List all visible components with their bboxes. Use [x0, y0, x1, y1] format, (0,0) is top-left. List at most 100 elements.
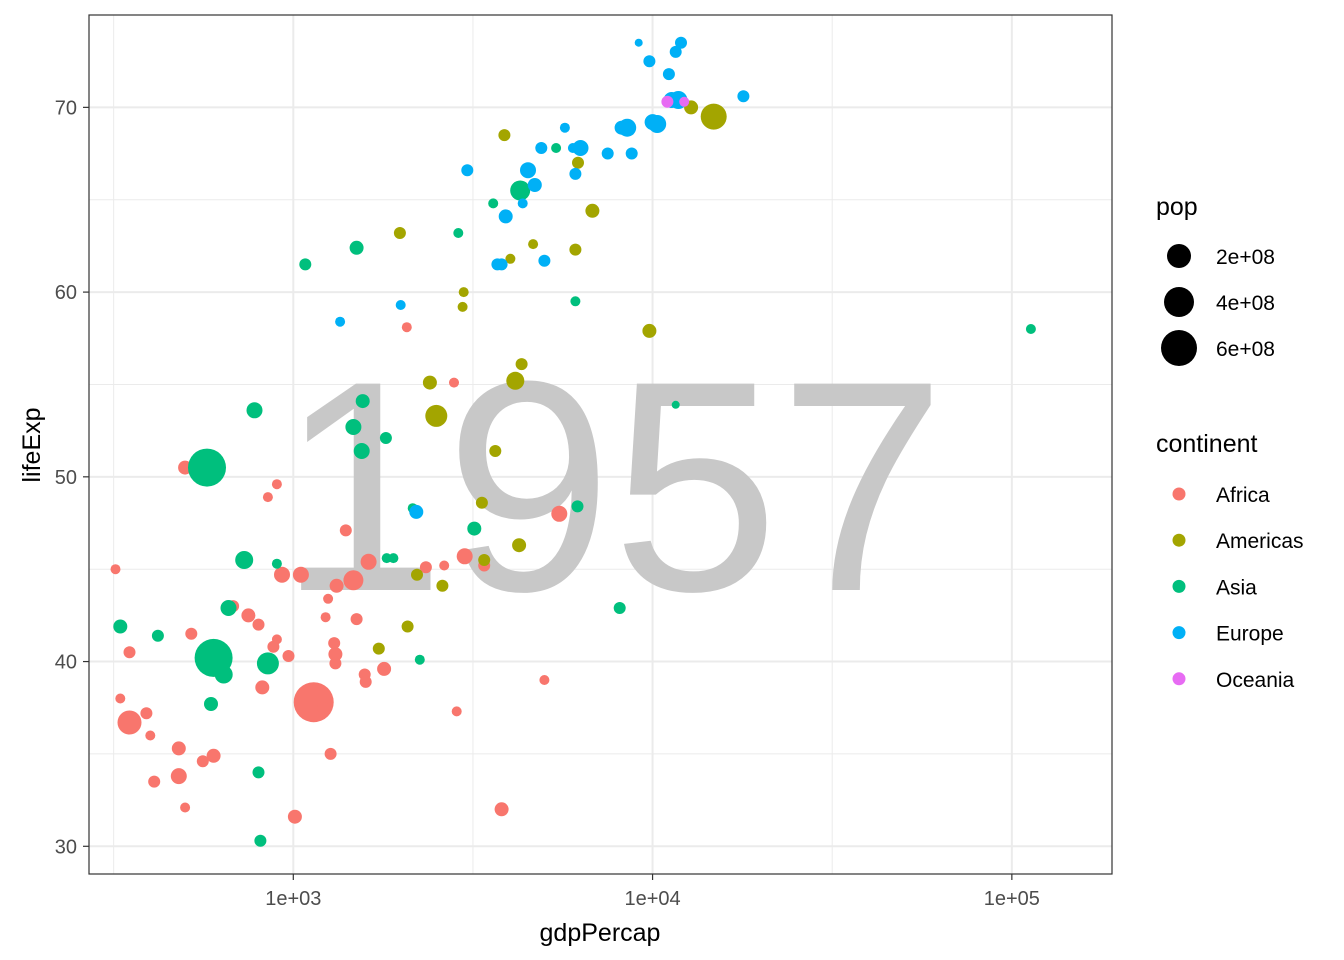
- y-tick-label: 30: [55, 836, 77, 858]
- data-point-africa: [206, 748, 221, 763]
- data-point-americas: [572, 156, 584, 169]
- data-point-africa: [343, 570, 364, 591]
- data-point-africa: [252, 618, 265, 631]
- data-point-africa: [329, 657, 342, 670]
- data-point-europe: [648, 115, 667, 133]
- data-point-asia: [151, 629, 164, 642]
- data-point-europe: [538, 254, 551, 267]
- data-point-asia: [299, 258, 312, 271]
- data-point-africa: [170, 768, 187, 785]
- data-point-africa: [271, 634, 282, 645]
- size-legend-key: [1167, 244, 1191, 268]
- data-point-africa: [328, 637, 341, 650]
- data-point-africa: [271, 479, 282, 490]
- data-point-oceania: [661, 95, 674, 108]
- color-legend-key-asia: [1172, 579, 1186, 593]
- data-point-africa: [274, 566, 290, 583]
- year-annotation: 1957: [278, 318, 945, 654]
- plot-panel: 1957: [88, 14, 1113, 875]
- data-point-africa: [282, 650, 295, 662]
- data-point-americas: [528, 239, 539, 250]
- data-point-asia: [414, 654, 425, 665]
- data-point-americas: [569, 243, 582, 256]
- data-point-africa: [329, 578, 344, 593]
- color-legend-label-europe: Europe: [1216, 623, 1284, 646]
- data-point-americas: [425, 404, 448, 427]
- minor-gridlines: [89, 15, 1112, 874]
- data-point-africa: [456, 548, 473, 565]
- y-tick-label: 60: [55, 282, 77, 304]
- data-point-europe: [535, 142, 548, 154]
- data-point-asia: [379, 432, 392, 444]
- data-point-americas: [642, 323, 657, 338]
- data-point-americas: [436, 579, 449, 592]
- size-legend-label: 4e+08: [1216, 292, 1275, 315]
- data-point-africa: [180, 802, 191, 813]
- data-point-africa: [328, 647, 343, 662]
- color-legend-label-africa: Africa: [1216, 484, 1270, 507]
- color-legend-label-oceania: Oceania: [1216, 669, 1295, 692]
- color-legend-key-africa: [1172, 487, 1186, 501]
- data-point-europe: [409, 504, 424, 519]
- data-point-africa: [287, 809, 302, 824]
- data-point-africa: [359, 675, 372, 688]
- data-point-africa: [539, 675, 550, 685]
- data-point-americas: [401, 620, 414, 633]
- data-point-americas: [411, 568, 423, 581]
- data-point-europe: [675, 36, 687, 49]
- data-point-africa: [255, 680, 270, 695]
- x-axis-title: gdpPercap: [540, 919, 661, 947]
- data-point-africa: [148, 775, 161, 788]
- data-point-americas: [506, 371, 525, 390]
- y-tick-label: 40: [55, 652, 77, 674]
- data-point-asia: [510, 180, 531, 201]
- data-point-americas: [422, 375, 437, 390]
- data-point-europe: [618, 118, 637, 137]
- x-tick-label: 1e+04: [624, 888, 680, 910]
- y-tick-label: 70: [55, 97, 77, 119]
- data-point-americas: [393, 227, 406, 239]
- data-point-asia: [349, 240, 364, 255]
- data-point-africa: [401, 322, 412, 333]
- data-point-americas: [498, 129, 511, 142]
- data-point-africa: [494, 802, 509, 817]
- data-point-europe: [569, 167, 582, 180]
- data-point-africa: [123, 646, 136, 659]
- data-point-africa: [293, 682, 334, 723]
- y-axis: 30 40 50 60 70: [55, 97, 89, 858]
- data-point-americas: [478, 554, 491, 566]
- color-legend-label-americas: Americas: [1216, 530, 1304, 553]
- data-point-europe: [498, 209, 513, 224]
- data-point-asia: [571, 500, 584, 513]
- data-point-europe: [520, 162, 536, 179]
- data-point-americas: [489, 445, 502, 457]
- size-legend-title: pop: [1156, 193, 1198, 221]
- data-point-asia: [453, 228, 464, 238]
- y-tick-label: 50: [55, 467, 77, 489]
- data-point-asia: [252, 766, 265, 779]
- data-point-americas: [585, 203, 600, 218]
- data-point-europe: [517, 198, 528, 209]
- data-point-asia: [488, 198, 499, 209]
- data-point-africa: [145, 730, 156, 741]
- data-point-africa: [377, 661, 392, 676]
- data-point-americas: [458, 287, 469, 298]
- data-point-oceania: [679, 96, 690, 107]
- data-point-africa: [317, 701, 329, 714]
- data-point-africa: [140, 707, 153, 720]
- data-points: [110, 36, 1036, 847]
- data-point-asia: [235, 551, 254, 569]
- data-point-asia: [353, 443, 370, 459]
- data-point-americas: [457, 301, 468, 312]
- data-point-asia: [246, 402, 263, 419]
- data-point-africa: [551, 505, 568, 522]
- data-point-asia: [613, 602, 626, 614]
- data-point-europe: [669, 45, 682, 58]
- color-legend-title: continent: [1156, 430, 1258, 458]
- y-axis-title: lifeExp: [18, 407, 46, 482]
- data-point-africa: [117, 710, 142, 735]
- data-point-africa: [241, 608, 256, 623]
- data-point-europe: [335, 316, 346, 327]
- size-legend: pop 2e+08 4e+08 6e+08: [1156, 193, 1275, 366]
